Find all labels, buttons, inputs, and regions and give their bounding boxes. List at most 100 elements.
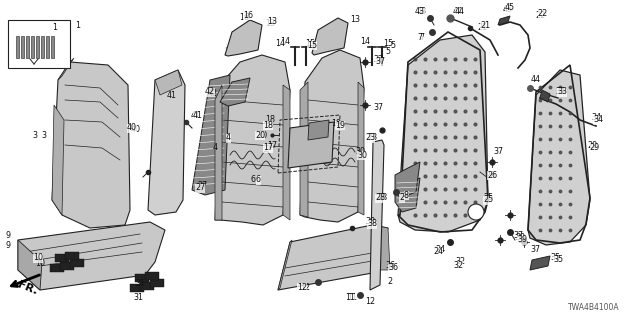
Text: 24: 24 <box>433 247 443 257</box>
Polygon shape <box>278 225 388 290</box>
Text: 19: 19 <box>331 118 341 127</box>
Polygon shape <box>51 36 54 58</box>
Polygon shape <box>31 36 34 58</box>
Polygon shape <box>18 240 42 290</box>
Text: 12: 12 <box>297 283 307 292</box>
Polygon shape <box>300 82 308 217</box>
Text: 5: 5 <box>385 47 390 57</box>
Text: 11: 11 <box>345 293 355 302</box>
Text: 26: 26 <box>485 171 495 180</box>
Text: 31: 31 <box>135 278 145 287</box>
Polygon shape <box>498 16 510 25</box>
Text: 41: 41 <box>191 110 201 119</box>
Text: 2: 2 <box>399 194 404 203</box>
Text: 13: 13 <box>267 18 277 27</box>
Text: 10: 10 <box>35 259 45 268</box>
Text: 17: 17 <box>267 140 277 149</box>
Polygon shape <box>130 284 144 292</box>
Text: 34: 34 <box>591 114 601 123</box>
Circle shape <box>468 204 484 220</box>
Text: 22: 22 <box>538 9 548 18</box>
Polygon shape <box>18 222 165 290</box>
Text: 13: 13 <box>265 20 275 28</box>
Text: 38: 38 <box>367 220 377 228</box>
Polygon shape <box>145 272 159 280</box>
Text: 27: 27 <box>195 183 205 193</box>
Text: 8: 8 <box>403 190 408 199</box>
Text: 42: 42 <box>205 87 215 97</box>
Polygon shape <box>370 140 384 290</box>
Bar <box>8 20 70 68</box>
Text: 13: 13 <box>350 15 360 25</box>
Text: 33: 33 <box>557 87 567 97</box>
Text: 6: 6 <box>255 175 260 185</box>
Text: 44: 44 <box>455 7 465 17</box>
Text: 37: 37 <box>513 230 523 239</box>
Text: 5: 5 <box>390 42 396 51</box>
Text: 40: 40 <box>131 125 141 134</box>
Text: 32: 32 <box>453 260 463 269</box>
Text: 37: 37 <box>373 55 383 65</box>
Polygon shape <box>308 120 329 140</box>
Text: 37: 37 <box>373 103 383 113</box>
Polygon shape <box>41 36 44 58</box>
Text: 11: 11 <box>347 293 357 302</box>
Polygon shape <box>312 18 348 55</box>
Text: FR.: FR. <box>17 280 40 296</box>
Polygon shape <box>192 75 230 195</box>
Text: 28: 28 <box>375 194 385 203</box>
Polygon shape <box>150 279 164 287</box>
Text: 35: 35 <box>550 253 560 262</box>
Text: 8: 8 <box>403 190 408 199</box>
Text: 7: 7 <box>419 34 424 43</box>
Text: 28: 28 <box>377 193 387 202</box>
Text: 10: 10 <box>33 253 43 262</box>
Text: 1: 1 <box>76 20 81 29</box>
Text: 40: 40 <box>127 124 137 132</box>
Text: TWA4B4100A: TWA4B4100A <box>568 303 620 312</box>
Text: 9: 9 <box>5 230 11 239</box>
Text: 15: 15 <box>383 38 393 47</box>
Text: 14: 14 <box>360 37 370 46</box>
Text: 15: 15 <box>305 38 315 47</box>
Polygon shape <box>52 105 64 215</box>
Text: 37: 37 <box>530 245 540 254</box>
Text: 4: 4 <box>225 133 230 142</box>
Text: 29: 29 <box>588 140 598 149</box>
Text: 42: 42 <box>208 89 218 98</box>
Text: 33: 33 <box>555 87 565 97</box>
Text: 18: 18 <box>265 116 275 124</box>
Text: 45: 45 <box>505 4 515 12</box>
Polygon shape <box>135 274 149 282</box>
Polygon shape <box>540 90 550 102</box>
Text: 44: 44 <box>531 76 541 84</box>
Polygon shape <box>215 85 222 220</box>
Polygon shape <box>398 35 488 232</box>
Polygon shape <box>55 254 69 262</box>
Text: 43: 43 <box>417 7 427 17</box>
Text: 16: 16 <box>243 11 253 20</box>
Polygon shape <box>16 36 19 58</box>
Text: 45: 45 <box>503 5 513 14</box>
Text: 4: 4 <box>212 142 218 151</box>
Text: 18: 18 <box>263 121 273 130</box>
Polygon shape <box>283 85 290 220</box>
Text: 41: 41 <box>193 110 203 119</box>
Text: 21: 21 <box>480 20 490 29</box>
Text: 7: 7 <box>417 34 422 43</box>
Text: 12: 12 <box>300 283 310 292</box>
Polygon shape <box>395 162 420 198</box>
Text: 15: 15 <box>307 41 317 50</box>
Text: 2: 2 <box>387 277 392 286</box>
Polygon shape <box>288 122 334 168</box>
Polygon shape <box>148 70 185 215</box>
Text: 32: 32 <box>455 258 465 267</box>
Polygon shape <box>50 264 64 272</box>
Text: 36: 36 <box>385 260 395 269</box>
Text: 16: 16 <box>239 12 249 21</box>
Text: 37: 37 <box>375 58 385 67</box>
Polygon shape <box>46 36 49 58</box>
Polygon shape <box>530 256 550 270</box>
Polygon shape <box>358 82 364 215</box>
Polygon shape <box>26 36 29 58</box>
